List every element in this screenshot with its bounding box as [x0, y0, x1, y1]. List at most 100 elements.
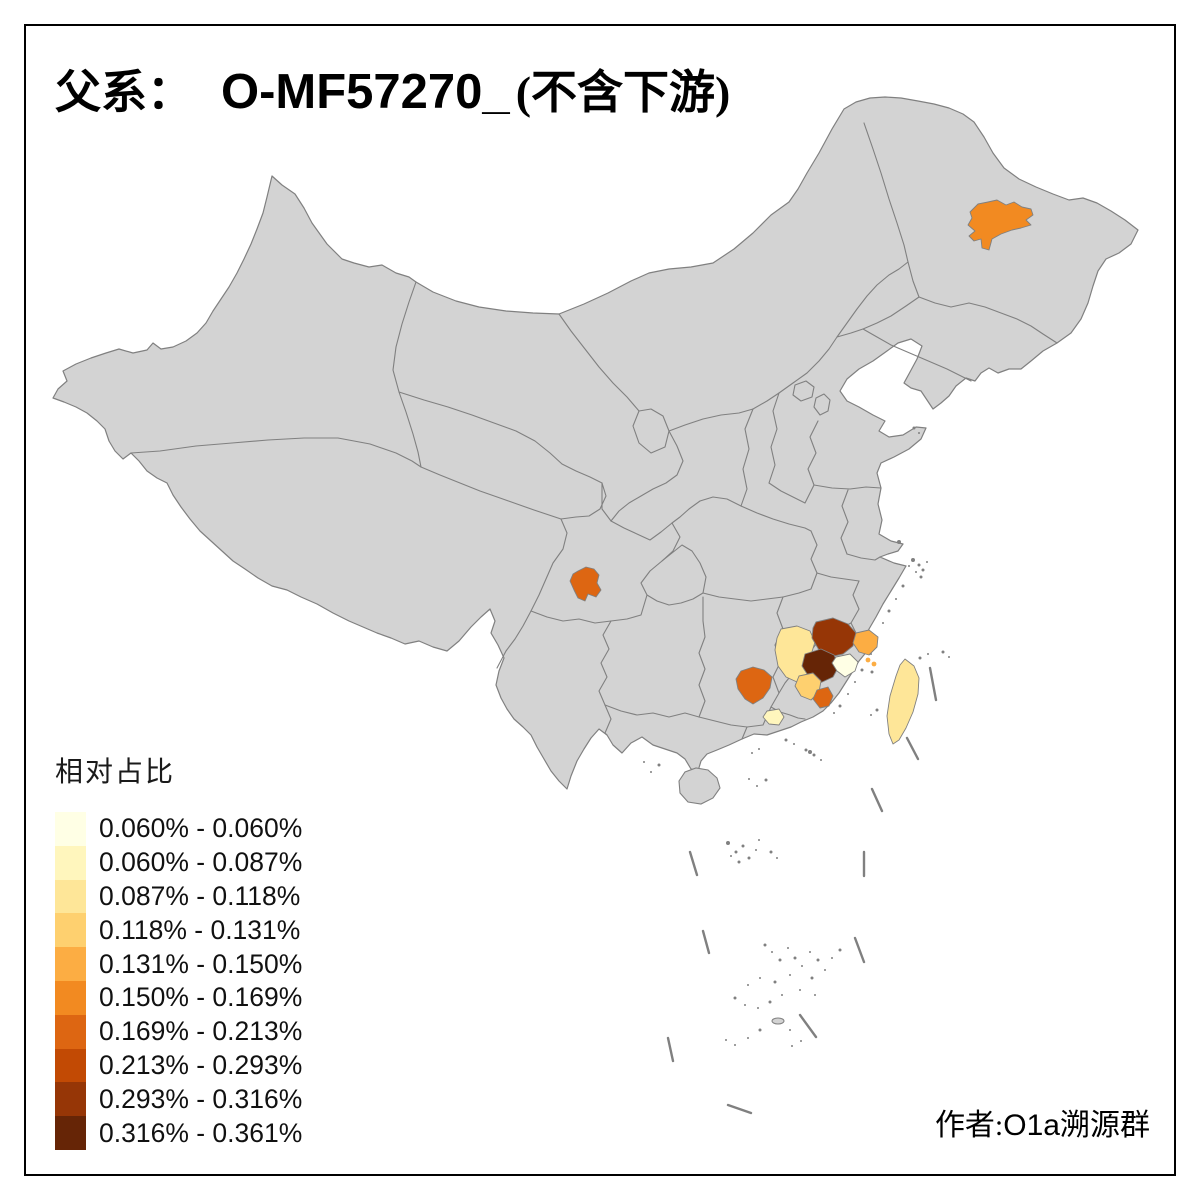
island-dot [764, 778, 768, 782]
legend-swatch [55, 913, 86, 948]
island-dot [657, 763, 661, 767]
legend-item: 0.213% - 0.293% [55, 1048, 303, 1083]
legend-label: 0.213% - 0.293% [99, 1049, 303, 1080]
province-border [918, 296, 1058, 344]
province-border [862, 328, 972, 382]
region-xiamen-area [812, 686, 834, 709]
island-dot [737, 860, 741, 864]
coastal-islet [871, 661, 877, 667]
hainan-island [678, 767, 721, 805]
nine-dash-line [666, 666, 938, 1115]
region-chengdu-area [569, 566, 602, 602]
legend-label: 0.169% - 0.213% [99, 1016, 303, 1047]
island-dot [831, 957, 833, 959]
island-dot [870, 714, 872, 716]
region-taiwan-island [886, 658, 920, 745]
island-dot [769, 850, 773, 854]
province-border [598, 620, 612, 706]
island-dot [787, 947, 789, 949]
island-dot [725, 1039, 727, 1041]
island-dot [838, 704, 842, 708]
island-dot [801, 965, 803, 967]
mainland-china [52, 96, 1139, 790]
legend-item: 0.087% - 0.118% [55, 879, 302, 914]
legend-label: 0.293% - 0.316% [99, 1083, 303, 1114]
dash-segment [928, 666, 938, 702]
island-dot [948, 656, 950, 658]
island-dot [757, 1007, 759, 1009]
province-border [398, 391, 603, 484]
province-border [846, 553, 881, 561]
island-dot [734, 850, 738, 854]
island-dot [773, 980, 777, 984]
province-border [560, 482, 607, 520]
island-dot [793, 956, 797, 960]
legend-items: 0.060% - 0.060% 0.060% - 0.087% 0.087% - 0… [55, 812, 302, 1150]
province-border [671, 500, 701, 524]
island-dot [744, 1004, 746, 1006]
legend-swatch [55, 1014, 86, 1049]
island-dot [895, 598, 897, 600]
legend-item: 0.316% - 0.361% [55, 1116, 302, 1150]
title-suffix: (不含下游) [515, 67, 731, 118]
island-dot [901, 584, 905, 588]
province-border [661, 522, 681, 562]
province-border [698, 596, 706, 718]
island-dot [771, 951, 773, 953]
province-border [632, 408, 670, 454]
region-chaozhou-area [762, 708, 785, 726]
island-patch [771, 1017, 785, 1025]
island-dot [919, 575, 923, 579]
island-dot [756, 785, 758, 787]
province-border [668, 261, 909, 432]
island-dot [911, 558, 915, 562]
island-dot [643, 761, 645, 763]
dash-segment [688, 850, 699, 877]
island-dot [758, 839, 760, 841]
province-border [661, 544, 707, 594]
province-border [836, 296, 920, 338]
island-dot [748, 778, 750, 780]
province-border [496, 518, 568, 669]
island-dot [763, 943, 767, 947]
island-dot [820, 759, 822, 761]
legend-item: 0.150% - 0.169% [55, 980, 303, 1015]
island-dot [800, 1040, 802, 1042]
province-borders [130, 122, 1058, 740]
island-dot [870, 670, 874, 674]
province-border [863, 122, 909, 263]
province-border [392, 281, 422, 468]
legend-label: 0.060% - 0.060% [99, 813, 303, 844]
province-border [810, 530, 818, 574]
attribution-latin: O1a [1003, 1109, 1060, 1142]
attribution-prefix: 作者: [934, 1109, 1004, 1142]
province-border [604, 704, 612, 736]
island-dot [926, 561, 928, 563]
colored-regions [569, 199, 1034, 745]
island-dot [860, 668, 864, 672]
island-dot [838, 948, 842, 952]
island-dot [854, 681, 856, 683]
province-border [907, 261, 920, 298]
legend-item: 0.118% - 0.131% [55, 913, 302, 948]
legend-label: 0.150% - 0.169% [99, 982, 303, 1013]
legend-label: 0.118% - 0.131% [99, 914, 301, 945]
dash-segment [701, 929, 711, 955]
province-border [601, 482, 612, 522]
dash-segment [905, 736, 920, 761]
island-dot [941, 650, 945, 654]
island-dot [812, 753, 816, 757]
island-dot [726, 841, 730, 845]
island-dot [875, 708, 879, 712]
province-border [813, 484, 882, 490]
province-border [610, 430, 684, 522]
region-nanping-area [811, 617, 857, 658]
island-dot [799, 989, 801, 991]
legend-item: 0.293% - 0.316% [55, 1082, 303, 1117]
province-border [640, 560, 704, 606]
island-dot [847, 693, 849, 695]
island-dot [824, 969, 826, 971]
island-dot [804, 748, 808, 752]
